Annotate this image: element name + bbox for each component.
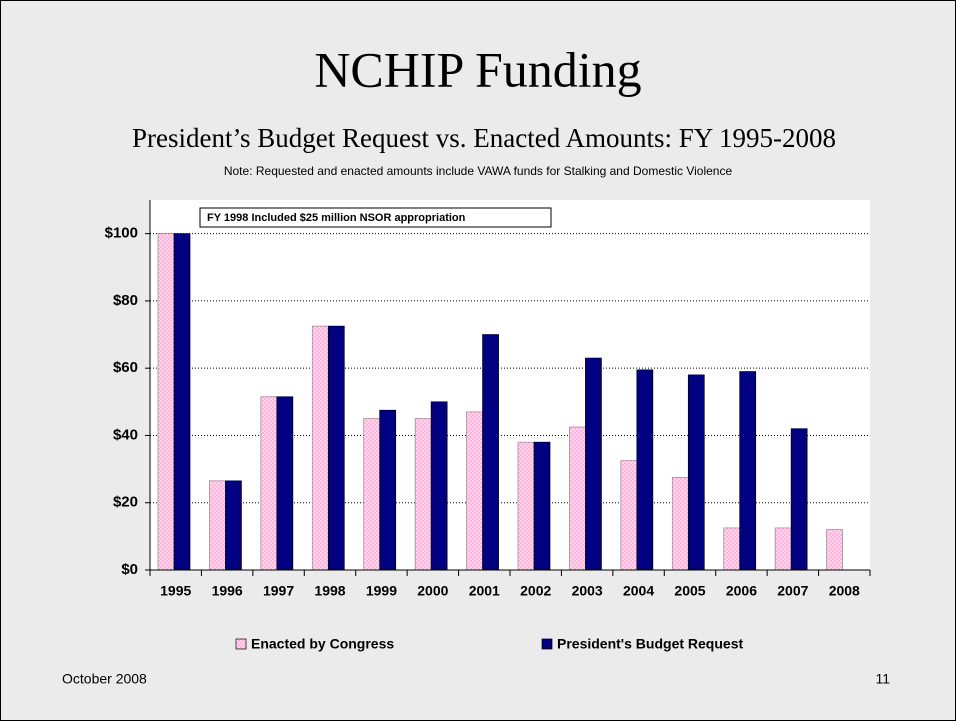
bar [414,418,432,571]
bar [327,325,345,571]
x-tick-label: 2007 [777,583,808,599]
y-tick-label: $80 [113,292,138,309]
chart-title: NCHIP Funding [314,41,641,97]
bar [225,480,242,571]
bar [173,233,191,571]
bar [636,369,654,571]
bar [723,527,741,571]
x-tick-label: 2006 [726,583,757,599]
chart-subtitle: President’s Budget Request vs. Enacted A… [132,123,836,153]
y-tick-label: $60 [113,359,138,376]
x-tick-label: 1999 [366,583,397,599]
legend-label: President's Budget Request [557,636,743,652]
x-tick-label: 2008 [829,583,860,599]
bar [209,480,226,571]
note: Note: Requested and enacted amounts incl… [224,164,733,178]
bar [363,418,381,571]
x-tick-label: 2004 [623,583,654,599]
plot-area [150,200,870,570]
x-tick-label: 2005 [674,583,705,599]
x-tick-label: 1995 [160,583,191,599]
bar [585,357,602,571]
bar [260,396,278,571]
x-tick-label: 2003 [572,583,603,599]
y-tick-label: $40 [113,426,138,443]
y-tick-label: $100 [105,225,138,242]
x-tick-label: 2000 [417,583,448,599]
bar [533,441,551,571]
bar [276,396,294,571]
x-tick-label: 2002 [520,583,551,599]
annotation: FY 1998 Included $25 million NSOR approp… [207,212,466,224]
bar [687,374,705,571]
bar [569,426,586,571]
annotation-box [199,207,552,228]
bar [739,371,757,571]
y-tick-label: $0 [121,561,138,578]
legend-swatch [541,638,553,650]
page-number: 11 [875,671,890,687]
bar [774,527,792,571]
bar [482,334,499,571]
bar [430,401,448,571]
bar [790,428,808,571]
bar [671,477,689,571]
x-tick-label: 1997 [263,583,294,599]
bar [517,441,535,571]
bar [157,233,175,571]
y-tick-label: $20 [113,494,138,511]
bar [620,460,638,571]
bar [311,325,329,571]
legend-label: Enacted by Congress [251,636,394,652]
legend-swatch [235,638,247,650]
bar [379,409,397,571]
x-tick-label: 2001 [469,583,500,599]
x-tick-label: 1998 [314,583,345,599]
x-tick-label: 1996 [212,583,243,599]
bar [466,411,483,571]
bar [826,529,843,571]
footer-date: October 2008 [62,671,147,687]
